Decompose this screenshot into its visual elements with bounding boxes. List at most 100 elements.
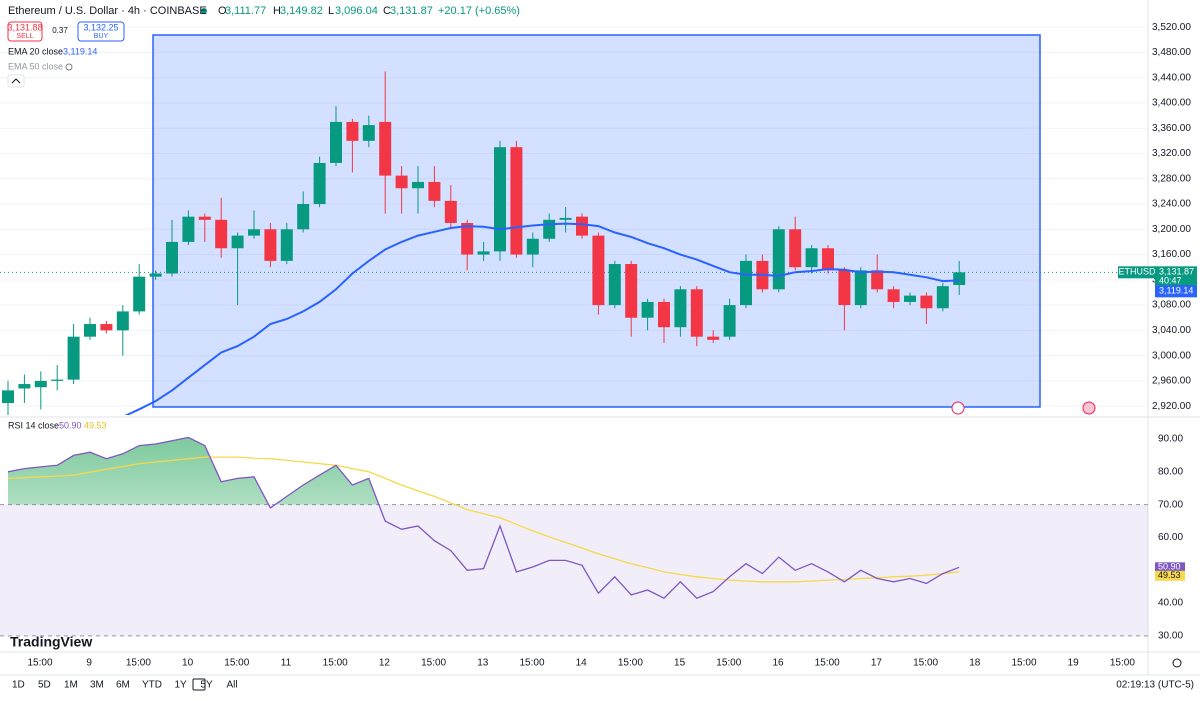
x-tick-label: 15:00: [27, 658, 52, 669]
rsi-band: [0, 504, 1148, 636]
candle-body: [789, 229, 802, 268]
x-tick-label: 15: [674, 658, 686, 669]
candle-body: [592, 235, 605, 306]
ohlc-value: 3,131.87: [390, 5, 433, 17]
date-range-icon[interactable]: [192, 678, 206, 691]
x-tick-label: 15:00: [323, 658, 348, 669]
chevron-icon: [11, 78, 21, 84]
visibility-icon[interactable]: [65, 63, 73, 71]
y-tick-label: 3,280.00: [1152, 173, 1191, 184]
candle-body: [2, 390, 14, 403]
price-tag-name: ETHUSD: [1118, 267, 1156, 277]
y-tick-label: 3,200.00: [1152, 224, 1191, 235]
candle-body: [936, 286, 949, 309]
logo: TradingView: [10, 634, 92, 650]
x-tick-label: 17: [871, 658, 883, 669]
x-tick-label: 15:00: [913, 658, 938, 669]
candle-body: [690, 289, 703, 337]
x-tick-label: 15:00: [224, 658, 249, 669]
candle-body: [658, 301, 670, 328]
ema-tag-value: 3,119.14: [1159, 286, 1193, 296]
candle-body: [67, 336, 80, 380]
sell-price: 3,131.88: [7, 22, 42, 32]
rsi-tick-label: 80.00: [1158, 466, 1183, 477]
chart-title: Ethereum / U.S. Dollar · 4h · COINBASE: [8, 5, 207, 17]
collapse-button[interactable]: [7, 74, 25, 88]
ohlc-key: L: [328, 5, 334, 17]
buy-label: BUY: [94, 33, 109, 40]
rectangle-drawing[interactable]: [152, 34, 1041, 408]
ema-tag-box: [1155, 285, 1197, 298]
candle-body: [34, 380, 47, 388]
candle-body: [428, 181, 441, 201]
candle-body: [116, 311, 129, 331]
change: +20.17 (+0.65%): [438, 5, 520, 17]
rsi-tag-box: [1155, 570, 1185, 581]
range-button[interactable]: 1D: [12, 680, 25, 691]
range-button[interactable]: YTD: [142, 680, 162, 691]
range-button[interactable]: 5Y: [201, 680, 214, 691]
clock: 02:19:13 (UTC-5): [1116, 680, 1194, 691]
y-tick-label: 3,360.00: [1152, 123, 1191, 134]
rsi-legend: RSI 14 close: [8, 420, 59, 430]
ema20-legend: EMA 20 close: [8, 46, 63, 56]
rsi-tag-value: 49.53: [1158, 570, 1181, 580]
candle-body: [412, 181, 424, 189]
candle-body: [854, 270, 867, 306]
sell-button[interactable]: [7, 21, 43, 42]
rsi-tick-label: 30.00: [1158, 631, 1183, 642]
candle-body: [100, 324, 113, 331]
candle-body: [674, 289, 687, 328]
rsi-ma-value: 49.53: [84, 420, 107, 430]
x-tick-label: 15:00: [815, 658, 840, 669]
x-tick-label: 11: [281, 658, 292, 669]
candle-body: [444, 200, 457, 223]
candle-body: [559, 217, 572, 220]
buy-button[interactable]: [77, 21, 125, 42]
rsi-line: [7, 436, 960, 599]
candle-body: [740, 260, 752, 306]
candle-body: [330, 121, 342, 163]
spread: 0.37: [52, 26, 68, 35]
rsi-tick-label: 70.00: [1158, 499, 1183, 510]
ohlc-key: O: [218, 5, 227, 17]
candle-body: [526, 238, 539, 255]
range-button[interactable]: 5D: [38, 680, 51, 691]
price-tag-box: [1155, 266, 1197, 287]
event-icon[interactable]: [1082, 401, 1096, 415]
y-tick-label: 3,480.00: [1152, 47, 1191, 58]
range-button[interactable]: 6M: [116, 680, 130, 691]
ohlc-value: 3,149.82: [280, 5, 323, 17]
y-tick-label: 3,080.00: [1152, 300, 1191, 311]
rsi-lines: [7, 436, 960, 599]
x-tick-label: 13: [477, 658, 489, 669]
range-button[interactable]: 3M: [90, 680, 104, 691]
candle-body: [953, 272, 966, 286]
range-button[interactable]: 1M: [64, 680, 78, 691]
settings-icon[interactable]: [1172, 658, 1182, 668]
candle-body: [625, 264, 638, 318]
y-tick-label: 3,160.00: [1152, 249, 1191, 260]
y-tick-label: 3,440.00: [1152, 72, 1191, 83]
candle-body: [871, 270, 884, 290]
ema50-legend: EMA 50 close: [8, 61, 63, 71]
candle-body: [920, 295, 933, 309]
y-tick-label: 3,240.00: [1152, 199, 1191, 210]
candle-body: [264, 229, 277, 261]
range-button[interactable]: All: [227, 680, 238, 691]
candle-body: [805, 248, 818, 268]
candle-body: [838, 270, 851, 306]
candle-body: [215, 219, 228, 249]
candle-body: [494, 147, 506, 252]
ohlc-value: 3,111.77: [225, 5, 266, 17]
x-tick-label: 15:00: [421, 658, 446, 669]
x-tick-label: 15:00: [716, 658, 741, 669]
candle-body: [379, 121, 392, 176]
y-tick-label: 3,520.00: [1152, 22, 1191, 33]
candle-body: [772, 229, 785, 290]
candle-body: [395, 175, 408, 189]
event-icon[interactable]: [951, 401, 965, 415]
range-button[interactable]: 1Y: [175, 680, 188, 691]
